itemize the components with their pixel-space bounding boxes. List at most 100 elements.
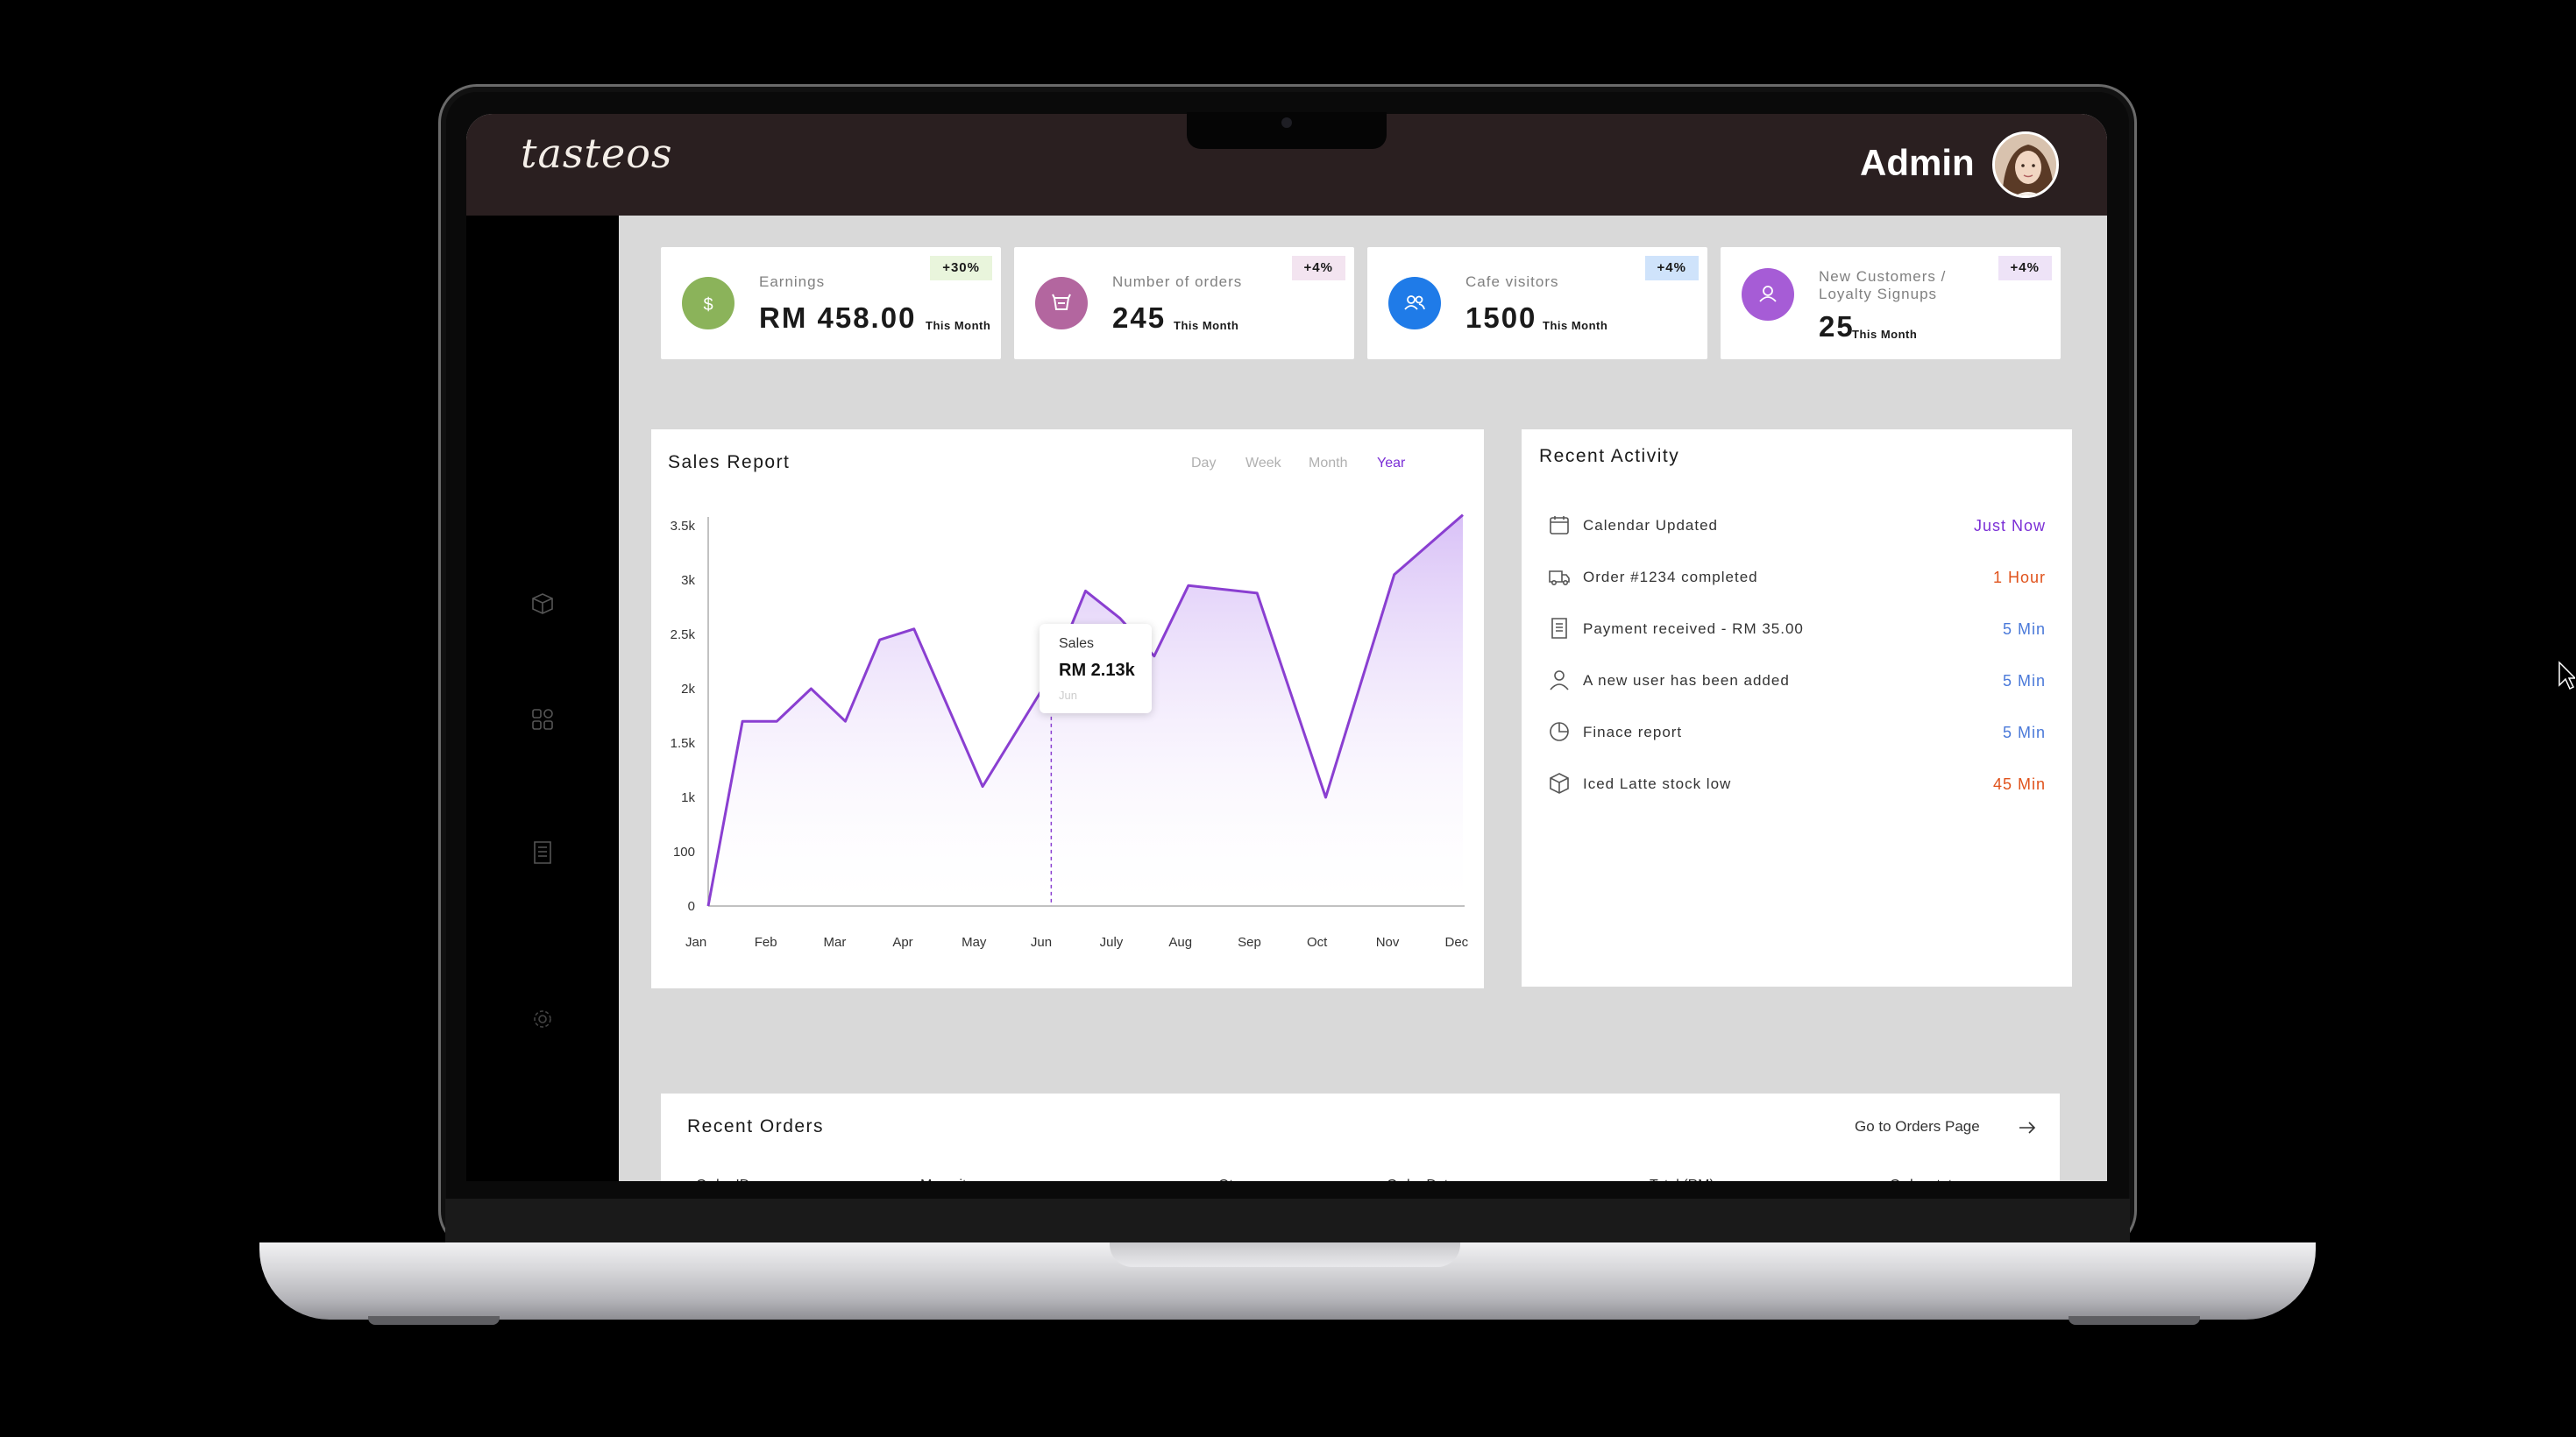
recent-orders-panel: Recent Orders Go to Orders Page Order ID… [661,1094,2060,1181]
stat-change-badge: +4% [1644,256,1699,280]
stat-label: Cafe visitors [1465,273,1559,290]
screen: tasteos Admin [466,114,2107,1181]
col-order-date[interactable]: Order Date [1387,1178,1456,1181]
go-to-orders-link[interactable]: Go to Orders Page [1855,1118,1980,1135]
tooltip-sub: Jun [1059,689,1077,702]
x-tick-label: July [1100,935,1124,950]
activity-time: 5 Min [2002,620,2046,638]
stat-value: 25 [1819,310,1855,343]
pie-chart-icon [1550,722,1569,741]
settings-gear-icon[interactable] [529,1006,556,1032]
sales-report-panel: Sales Report Day Week Month Year 0 100 1k 1… [651,429,1484,988]
stat-value: RM 458.00 [759,301,917,334]
tab-month[interactable]: Month [1309,456,1348,471]
activity-text: Finace report [1583,724,1683,740]
x-tick-label: Feb [755,935,777,950]
activity-item[interactable]: Payment received - RM 35.00 5 Min [1548,612,2046,647]
stat-period: This Month [1852,328,1918,341]
laptop-foot-left [368,1316,500,1325]
tab-week[interactable]: Week [1245,456,1281,471]
x-tick-label: Apr [892,935,912,950]
stat-change-badge: +4% [1998,256,2052,280]
user-label[interactable]: Admin [1860,142,1975,183]
col-order-status[interactable]: Order status [1890,1178,1967,1181]
stat-label: Number of orders [1112,273,1243,290]
activity-text: Payment received - RM 35.00 [1583,620,1804,637]
activity-text: Calendar Updated [1583,517,1718,534]
avatar[interactable] [1992,131,2059,198]
activity-item[interactable]: Finace report 5 Min [1548,715,2046,750]
calendar-icon [1550,516,1569,534]
svg-text:$: $ [703,295,713,315]
x-tick-label: May [962,935,987,950]
sidebar [466,216,619,1181]
activity-item[interactable]: A new user has been added 5 Min [1548,663,2046,698]
user-icon [1550,670,1569,690]
stat-period: This Month [926,319,991,332]
col-qty[interactable]: Qty [1218,1178,1240,1181]
recent-activity-title: Recent Activity [1539,446,1680,466]
chart-tooltip: Sales RM 2.13k Jun [1040,624,1152,713]
stat-card-orders[interactable]: Number of orders 245 This Month +4% [1014,247,1354,359]
y-tick-label: 1k [681,790,695,805]
x-tick-label: Aug [1168,935,1192,950]
stat-change-badge: +30% [930,256,992,280]
x-tick-label: Jun [1031,935,1052,950]
y-tick-label: 0 [688,899,695,914]
stat-card-new-customers[interactable]: New Customers / Loyalty Signups 25 This … [1721,247,2061,359]
stat-label: Earnings [759,273,826,290]
stat-label-line2: Loyalty Signups [1819,286,1938,302]
mouse-cursor-icon [2558,661,2575,690]
laptop-foot-right [2069,1316,2200,1325]
y-tick-label: 3.5k [671,519,696,534]
activity-item[interactable]: Order #1234 completed 1 Hour [1548,560,2046,595]
x-tick-label: Mar [824,935,847,950]
grid-nav-icon[interactable] [529,706,556,733]
activity-time: 5 Min [2002,672,2046,690]
col-total[interactable]: Total (RM) [1650,1178,1714,1181]
arrow-right-icon[interactable] [2018,1120,2037,1136]
camera-icon [1281,117,1292,128]
y-tick-label: 100 [673,845,695,860]
tooltip-label: Sales [1059,636,1095,651]
tab-day[interactable]: Day [1191,456,1217,471]
box-icon [1550,773,1569,794]
x-tick-label: Nov [1376,935,1400,950]
user-icon [1742,268,1794,321]
x-tick-label: Sep [1238,935,1261,950]
activity-text: Iced Latte stock low [1583,775,1732,792]
users-icon [1388,277,1441,329]
activity-time: 1 Hour [1992,569,2046,586]
recent-activity-panel: Recent Activity Calendar Updated Just No… [1522,429,2072,987]
receipt-icon [1551,618,1567,639]
col-order-id[interactable]: Order ID [696,1178,749,1181]
x-tick-label: Dec [1445,935,1469,950]
stat-card-earnings[interactable]: $ Earnings RM 458.00 This Month +30% [661,247,1001,359]
app-logo[interactable]: tasteos [521,130,673,177]
dollar-icon: $ [682,277,734,329]
y-tick-label: 2.5k [671,627,696,642]
activity-time: Just Now [1973,517,2046,534]
laptop-base-notch [1110,1242,1460,1267]
tab-year[interactable]: Year [1377,456,1406,471]
stat-card-visitors[interactable]: Cafe visitors 1500 This Month +4% [1367,247,1707,359]
basket-icon [1035,277,1088,329]
receipt-nav-icon[interactable] [529,839,556,866]
activity-item[interactable]: Calendar Updated Just Now [1548,508,2046,543]
stat-label-line1: New Customers / [1819,268,1947,285]
y-tick-label: 1.5k [671,736,696,751]
stat-change-badge: +4% [1291,256,1345,280]
main-content: $ Earnings RM 458.00 This Month +30% Num… [619,216,2107,1181]
activity-text: A new user has been added [1583,672,1790,689]
stat-period: This Month [1543,319,1608,332]
col-menu-item[interactable]: Menu item [920,1178,986,1181]
activity-item[interactable]: Iced Latte stock low 45 Min [1548,767,2046,802]
y-tick-label: 2k [681,682,695,697]
truck-icon [1549,570,1570,585]
activity-time: 45 Min [1992,775,2046,793]
activity-text: Order #1234 completed [1583,569,1758,585]
box-nav-icon[interactable] [529,591,556,617]
x-tick-label: Oct [1307,935,1328,950]
sales-report-title: Sales Report [668,452,791,472]
laptop-chin [445,1199,2130,1242]
